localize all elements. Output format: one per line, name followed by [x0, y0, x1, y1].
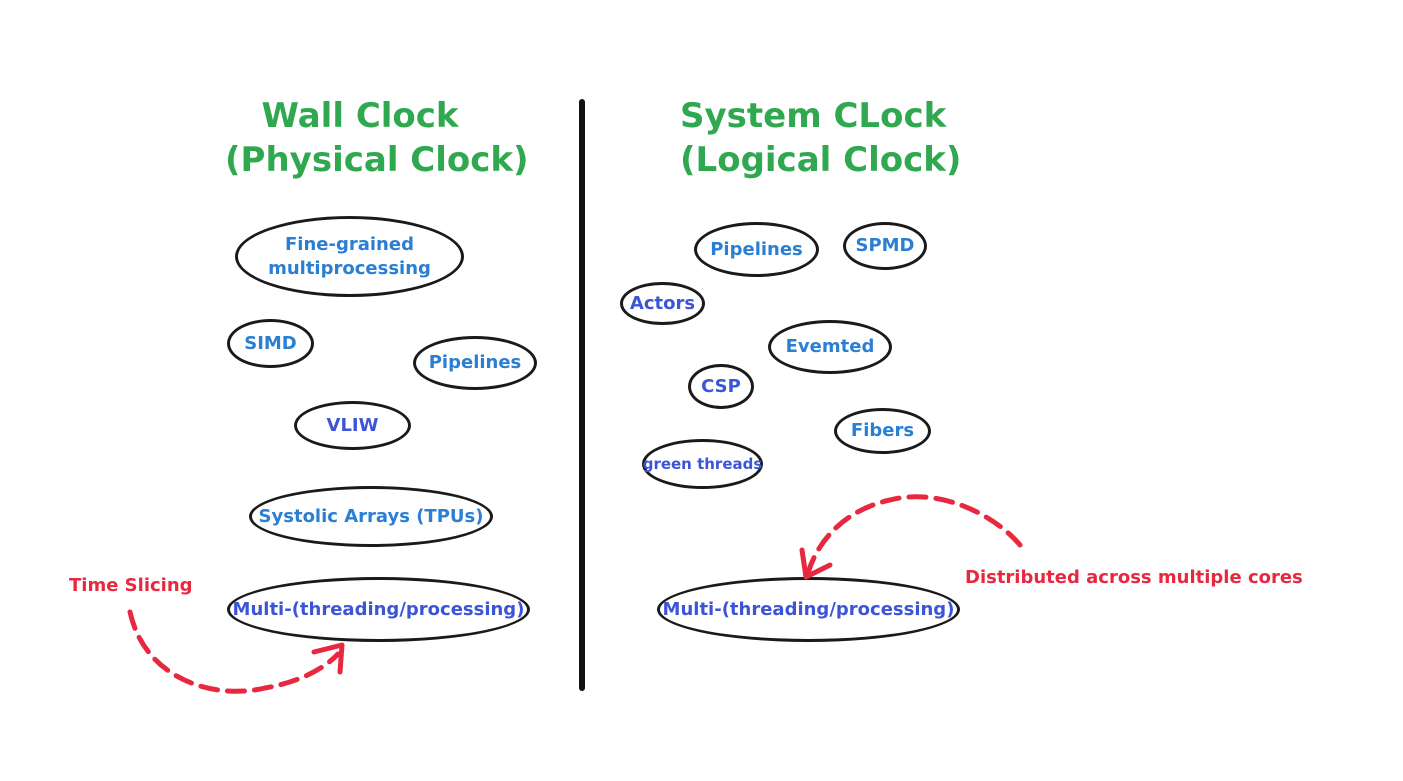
systolic-label: Systolic Arrays (TPUs): [258, 505, 484, 527]
vliw-label: VLIW: [326, 414, 379, 436]
concept-fine-grained-multiprocessing: Fine-grained multiprocessing: [235, 216, 464, 297]
concept-multi-threading-left: Multi-(threading/processing): [227, 577, 530, 642]
distributed-arrow: [805, 494, 1023, 576]
concept-spmd: SPMD: [843, 222, 927, 270]
concept-pipelines-left: Pipelines: [413, 336, 537, 390]
concept-green-threads: green threads: [642, 439, 763, 489]
pipelines-left-label: Pipelines: [428, 352, 522, 373]
time-slicing-annotation: Time Slicing: [69, 575, 193, 596]
fine-grained-line1: Fine-grained: [285, 233, 414, 255]
fibers-label: Fibers: [850, 420, 915, 441]
csp-label: CSP: [701, 375, 741, 397]
panel-divider: [579, 99, 585, 691]
evented-label: Evemted: [785, 336, 875, 357]
green-threads-label: green threads: [642, 455, 763, 473]
pipelines-right-label: Pipelines: [710, 238, 803, 260]
concept-vliw: VLIW: [294, 401, 411, 450]
actors-label: Actors: [629, 292, 696, 314]
concept-pipelines-right: Pipelines: [694, 222, 819, 277]
concept-systolic-arrays: Systolic Arrays (TPUs): [249, 486, 493, 547]
spmd-label: SPMD: [855, 235, 915, 256]
concept-simd: SIMD: [227, 319, 314, 368]
left-panel-title: Wall Clock (Physical Clock): [225, 94, 529, 182]
multi-left-label: Multi-(threading/processing): [232, 598, 525, 620]
left-title-line2: (Physical Clock): [225, 140, 529, 180]
concept-fibers: Fibers: [834, 408, 931, 454]
multi-right-label: Multi-(threading/processing): [662, 598, 955, 620]
right-title-line2: (Logical Clock): [680, 140, 962, 180]
fine-grained-line2: multiprocessing: [268, 257, 431, 279]
concept-csp: CSP: [688, 364, 754, 409]
distributed-arrowhead: [799, 547, 833, 580]
left-title-line1: Wall Clock: [261, 96, 459, 136]
concept-evented: Evemted: [768, 320, 892, 374]
right-title-line1: System CLock: [680, 96, 947, 136]
concept-multi-threading-right: Multi-(threading/processing): [657, 577, 960, 642]
distributed-annotation: Distributed across multiple cores: [965, 567, 1303, 588]
time-slicing-arrowhead: [311, 642, 345, 675]
right-panel-title: System CLock (Logical Clock): [680, 94, 962, 182]
concept-actors: Actors: [620, 282, 705, 325]
simd-label: SIMD: [244, 332, 297, 354]
